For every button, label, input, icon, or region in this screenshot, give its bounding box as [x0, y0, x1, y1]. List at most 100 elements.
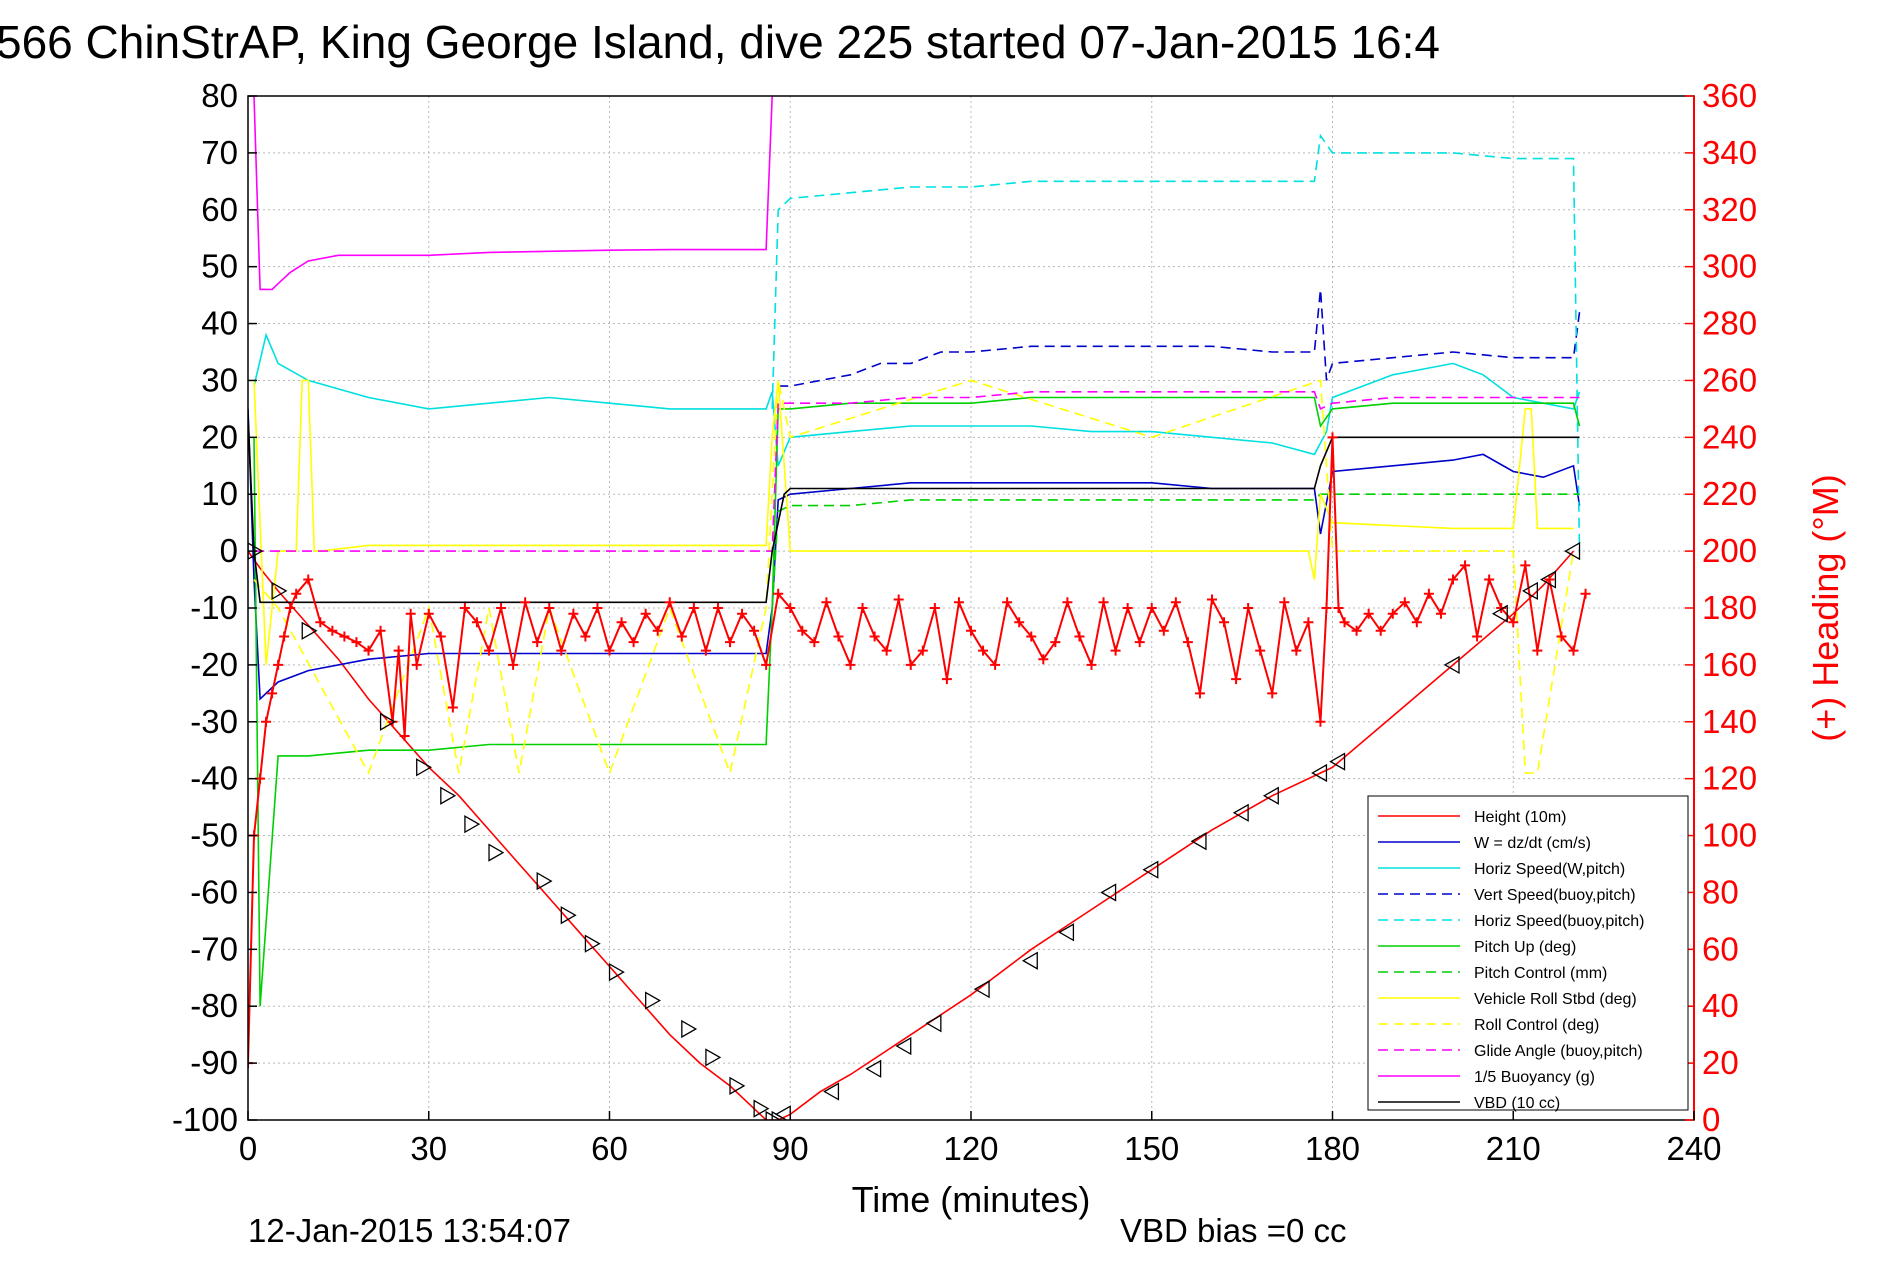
bottom-axis-ticks: 0 30 60 90 120 150 180 210 240 — [239, 1111, 1722, 1167]
dive-marker-left — [925, 1014, 942, 1033]
heading-layer — [248, 432, 1591, 1069]
heading-marker — [664, 597, 675, 608]
legend-label-9: Glide Angle (buoy,pitch) — [1474, 1043, 1643, 1060]
heading-marker — [821, 597, 832, 608]
right-tick-label: 300 — [1702, 248, 1757, 285]
x-tick-label: 90 — [772, 1130, 809, 1167]
right-tick-label: 100 — [1702, 817, 1757, 854]
heading-marker — [1339, 617, 1350, 628]
dive-marker-right — [379, 712, 396, 731]
dive-marker-left — [1540, 570, 1557, 589]
series-line-3 — [778, 289, 1581, 387]
heading-marker — [1532, 645, 1543, 656]
right-tick-label: 140 — [1702, 703, 1757, 740]
heading-marker — [1219, 617, 1230, 628]
heading-marker — [1170, 597, 1181, 608]
heading-marker — [1122, 603, 1133, 613]
heading-marker — [273, 659, 284, 670]
series-line-2 — [253, 332, 1581, 467]
heading-marker — [508, 659, 519, 670]
heading-marker — [1460, 560, 1471, 571]
heading-marker — [363, 645, 374, 656]
legend-label-5: Pitch Up (deg) — [1474, 939, 1576, 956]
heading-marker — [261, 716, 272, 727]
heading-marker — [688, 603, 699, 613]
heading-marker — [1472, 631, 1483, 642]
heading-marker — [700, 645, 711, 656]
right-tick-label: 180 — [1702, 589, 1757, 626]
right-tick-label: 360 — [1702, 77, 1757, 114]
dive-marker-right — [301, 621, 318, 640]
right-tick-label: 120 — [1702, 760, 1757, 797]
dive-marker-right — [560, 906, 577, 925]
heading-marker — [953, 597, 964, 608]
dive-marker-right — [645, 991, 661, 1010]
x-tick-label: 0 — [239, 1130, 257, 1167]
right-tick-label: 20 — [1702, 1044, 1739, 1081]
heading-marker — [1086, 659, 1097, 670]
heading-marker — [1182, 637, 1193, 648]
dive-marker-right — [440, 786, 457, 805]
heading-marker — [1134, 637, 1145, 648]
heading-marker — [640, 608, 651, 619]
heading-marker — [568, 608, 579, 619]
heading-marker — [544, 603, 555, 613]
left-tick-label: -60 — [190, 873, 238, 910]
heading-marker — [1508, 617, 1519, 628]
left-tick-label: 80 — [201, 77, 238, 114]
right-tick-label: 0 — [1702, 1101, 1720, 1138]
right-tick-label: 60 — [1702, 930, 1739, 967]
right-tick-label: 340 — [1702, 134, 1757, 171]
heading-marker — [1448, 574, 1458, 585]
right-tick-label: 320 — [1702, 191, 1757, 228]
legend-label-0: Height (10m) — [1474, 809, 1566, 826]
left-tick-label: 20 — [201, 418, 238, 455]
heading-marker — [833, 631, 844, 642]
heading-marker — [496, 603, 507, 613]
left-tick-label: -20 — [190, 646, 238, 683]
dive-marker-left — [1232, 803, 1249, 822]
heading-marker — [1050, 637, 1061, 648]
heading-marker — [399, 731, 410, 741]
heading-marker — [1351, 625, 1362, 636]
heading-marker — [1074, 631, 1085, 642]
dive-marker-right — [705, 1048, 722, 1067]
heading-trace — [248, 437, 1587, 1064]
dive-marker-left — [1142, 860, 1159, 879]
x-tick-label: 210 — [1486, 1130, 1541, 1167]
heading-marker — [592, 603, 603, 613]
x-tick-label: 120 — [943, 1130, 998, 1167]
heading-marker — [1002, 597, 1013, 608]
heading-marker — [1267, 688, 1278, 699]
heading-marker — [1279, 597, 1290, 608]
heading-marker — [1146, 603, 1157, 613]
heading-marker — [1110, 645, 1121, 656]
right-y-axis-label: (+) Heading (°M) — [1805, 474, 1846, 741]
heading-marker — [1062, 597, 1073, 608]
heading-marker — [1255, 645, 1266, 656]
heading-marker — [881, 645, 892, 656]
footer-timestamp: 12-Jan-2015 13:54:07 — [248, 1212, 571, 1249]
heading-marker — [1568, 645, 1579, 656]
left-tick-label: -100 — [172, 1101, 238, 1138]
legend-label-1: W = dz/dt (cm/s) — [1474, 835, 1591, 852]
legend-label-6: Pitch Control (mm) — [1474, 965, 1607, 982]
heading-marker — [1158, 625, 1169, 636]
heading-marker — [628, 637, 639, 648]
heading-marker — [1484, 574, 1495, 585]
dive-marker-left — [1522, 581, 1538, 601]
heading-marker — [484, 645, 494, 656]
dive-marker-left — [1058, 923, 1075, 942]
heading-marker — [1363, 608, 1374, 619]
heading-marker — [447, 702, 458, 713]
left-tick-label: -40 — [190, 760, 238, 797]
series-line-1 — [248, 408, 1581, 701]
heading-marker — [845, 659, 856, 670]
series-line-6 — [771, 493, 1580, 609]
heading-marker — [285, 603, 296, 613]
heading-marker — [580, 631, 591, 642]
heading-marker — [905, 659, 916, 670]
x-tick-label: 30 — [410, 1130, 447, 1167]
heading-marker — [929, 603, 940, 613]
dive-marker-right — [584, 934, 601, 953]
